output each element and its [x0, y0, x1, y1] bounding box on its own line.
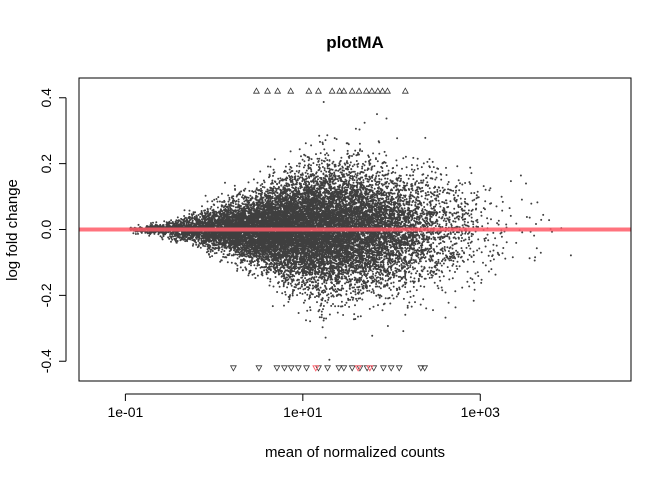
outlier-down-triangle: [229, 365, 237, 372]
chart-title: plotMA: [326, 33, 384, 52]
outlier-up-triangle: [401, 87, 409, 94]
outlier-down-triangle-highlighted: [366, 365, 374, 372]
x-tick-label: 1e+01: [283, 404, 323, 420]
y-tick-label: 0.2: [38, 154, 54, 174]
outlier-up-triangle: [314, 87, 322, 94]
y-tick-label: -0.4: [38, 349, 54, 373]
outlier-up-triangle: [252, 87, 260, 94]
outlier-up-triangle: [305, 87, 313, 94]
outlier-down-triangle: [273, 365, 281, 372]
outlier-up-triangle: [287, 87, 295, 94]
outlier-up-triangle: [378, 87, 386, 94]
outlier-down-triangle: [255, 365, 263, 372]
outlier-down-triangle: [303, 365, 310, 372]
outlier-down-triangle: [280, 365, 288, 372]
plot-frame: [78, 77, 632, 382]
outlier-up-triangle: [264, 87, 272, 94]
outlier-up-triangle: [374, 87, 382, 94]
outlier-up-triangle: [384, 87, 391, 94]
outlier-down-triangle: [324, 365, 332, 372]
outlier-up-triangle: [362, 87, 370, 94]
y-tick-label: 0.4: [38, 88, 54, 108]
x-tick-label: 1e-01: [107, 404, 143, 420]
y-tick-label: 0.0: [38, 220, 54, 240]
outlier-down-triangle: [379, 365, 387, 372]
outlier-up-triangle: [336, 87, 344, 94]
outlier-up-triangle: [355, 87, 363, 94]
outlier-down-triangle: [395, 365, 403, 372]
x-axis-label: mean of normalized counts: [265, 444, 445, 461]
outlier-down-triangle: [417, 365, 425, 372]
outlier-down-triangle: [287, 365, 295, 372]
outlier-down-triangle-highlighted: [354, 365, 362, 372]
outlier-up-triangle: [274, 87, 282, 94]
outlier-down-triangle: [348, 365, 356, 372]
outlier-down-triangle: [294, 365, 302, 372]
outlier-up-triangle: [328, 87, 336, 94]
outlier-up-triangle: [348, 87, 356, 94]
outlier-down-triangle: [387, 365, 395, 372]
x-tick-label: 1e+03: [461, 404, 501, 420]
outlier-down-triangle-highlighted: [312, 365, 320, 372]
outlier-down-triangle: [340, 365, 348, 372]
outlier-down-triangle: [370, 365, 378, 372]
outlier-down-triangle: [421, 365, 429, 372]
y-axis-label: log fold change: [4, 179, 21, 281]
outlier-up-triangle: [340, 87, 348, 94]
outlier-markers: [229, 87, 429, 372]
y-tick-label: -0.2: [38, 283, 54, 307]
outlier-down-triangle: [335, 365, 343, 372]
x-axis: 1e-01 1e+01 1e+03: [107, 393, 501, 420]
outlier-up-triangle: [368, 87, 376, 94]
y-axis: -0.4 -0.2 0.0 0.2 0.4: [38, 88, 67, 373]
